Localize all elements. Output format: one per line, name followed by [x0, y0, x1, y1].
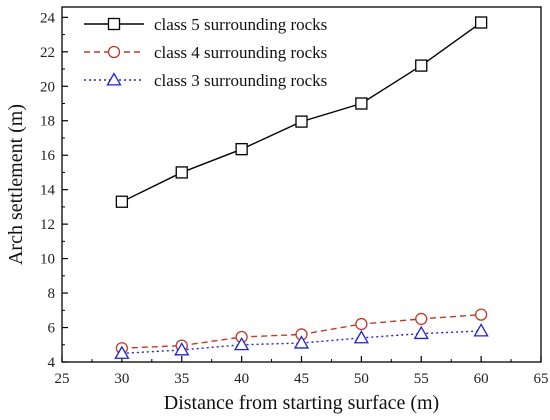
square-marker — [295, 115, 308, 128]
series-group — [114, 16, 489, 359]
x-tick-label: 25 — [55, 371, 70, 387]
series-1 — [115, 16, 488, 208]
circle-marker — [107, 45, 121, 59]
y-axis-title: Arch settlement (m) — [5, 104, 27, 265]
x-tick-label: 45 — [294, 371, 309, 387]
y-tick-label: 4 — [48, 355, 56, 371]
square-marker — [415, 59, 428, 72]
triangle-marker — [114, 345, 130, 359]
triangle-marker — [473, 323, 489, 337]
y-tick-label: 20 — [40, 79, 55, 95]
x-axis-title: Distance from starting surface (m) — [164, 392, 439, 414]
y-tick-label: 6 — [48, 321, 56, 337]
axes: 25 30 35 40 45 50 55 60 65 4 6 8 10 12 14 16 18 20 22 24 — [40, 6, 549, 387]
square-marker — [107, 17, 121, 31]
triangle-marker — [234, 336, 250, 351]
circle-marker — [474, 308, 488, 321]
x-tick-label: 30 — [114, 371, 129, 387]
y-tick-label: 12 — [40, 217, 55, 233]
x-tick-label: 40 — [234, 371, 249, 387]
x-tick-label: 50 — [354, 371, 369, 387]
legend-label: class 3 surrounding rocks — [154, 71, 327, 90]
series-3 — [114, 323, 489, 359]
x-tick-label: 60 — [474, 371, 489, 387]
circle-marker — [355, 317, 368, 331]
triangle-marker — [413, 325, 429, 340]
circle-marker — [415, 312, 428, 326]
triangle-marker — [106, 72, 122, 86]
triangle-marker — [293, 335, 310, 349]
y-tick-label: 24 — [40, 10, 56, 26]
square-marker — [175, 166, 188, 179]
y-tick-label: 18 — [40, 114, 55, 130]
y-tick-label: 16 — [40, 148, 56, 164]
square-marker — [474, 16, 488, 29]
legend-label: class 4 surrounding rocks — [154, 43, 327, 62]
x-tick-label: 55 — [414, 371, 429, 387]
legend: class 5 surrounding rocks class 4 surroun… — [84, 15, 327, 90]
y-tick-label: 14 — [40, 183, 56, 199]
y-tick-label: 8 — [48, 286, 56, 302]
square-marker — [235, 143, 248, 156]
y-tick-label: 22 — [40, 45, 55, 61]
y-tick-label: 10 — [40, 252, 55, 268]
square-marker — [115, 195, 129, 208]
square-marker — [355, 97, 368, 110]
legend-label: class 5 surrounding rocks — [154, 15, 327, 34]
triangle-marker — [174, 342, 190, 356]
triangle-marker — [353, 330, 369, 344]
x-tick-label: 35 — [174, 371, 189, 387]
x-tick-label: 65 — [534, 371, 549, 387]
